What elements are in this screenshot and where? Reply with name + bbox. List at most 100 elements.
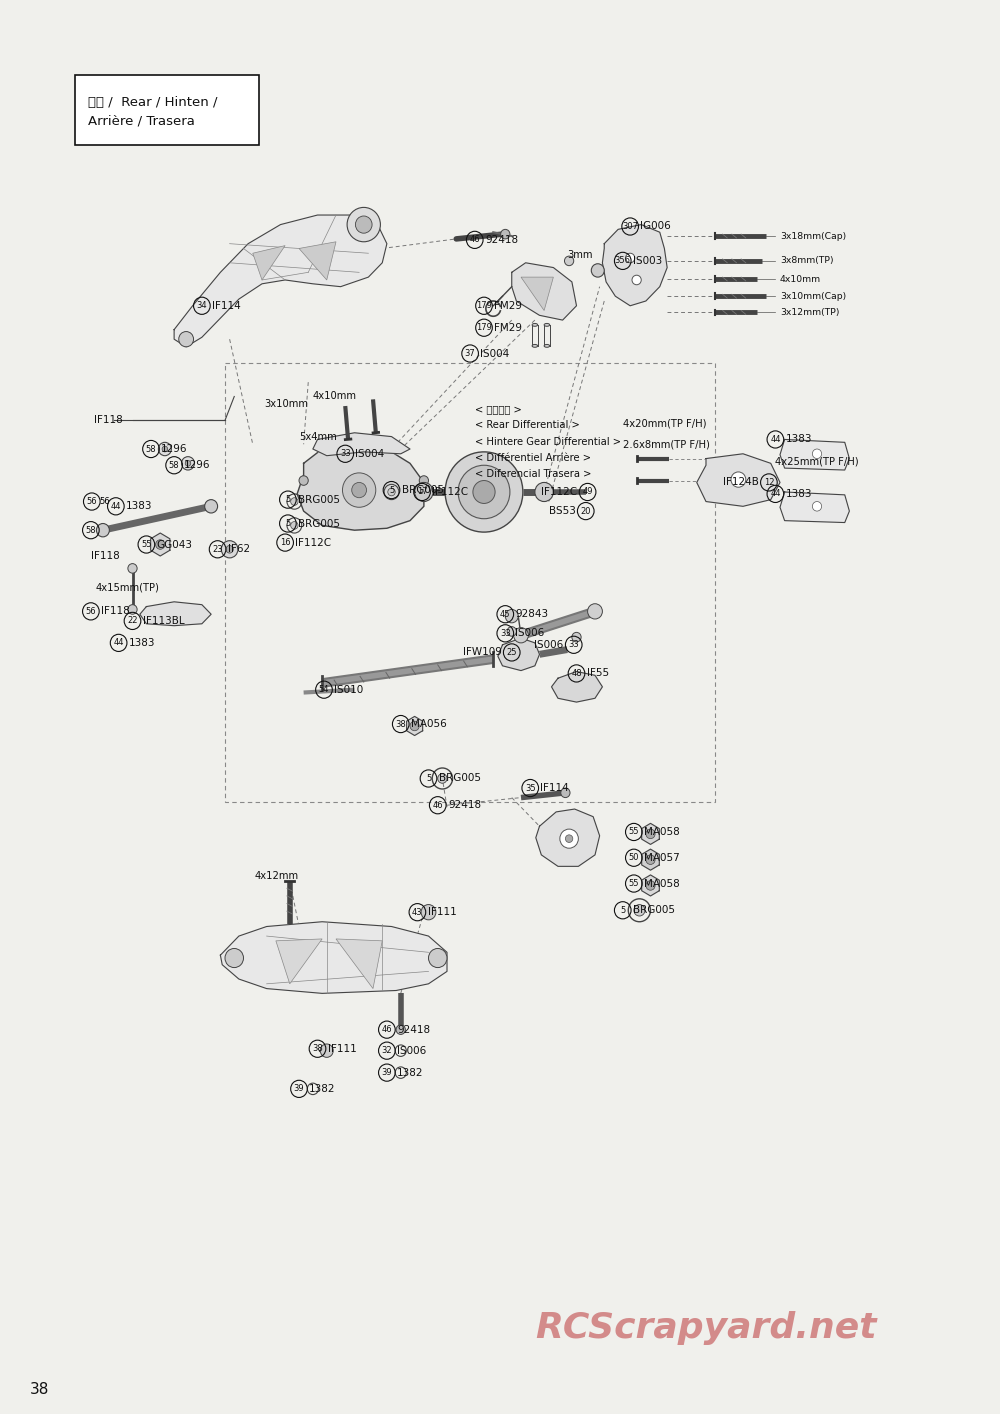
Text: 54: 54: [319, 686, 329, 694]
Text: 1383: 1383: [786, 434, 812, 444]
Text: < リヤデフ >: < リヤデフ >: [475, 404, 522, 414]
Text: 33: 33: [340, 450, 351, 458]
Text: BS53: BS53: [549, 506, 576, 516]
Text: 3x12mm(TP): 3x12mm(TP): [780, 308, 839, 317]
Circle shape: [646, 855, 655, 864]
Circle shape: [128, 605, 137, 614]
Polygon shape: [602, 225, 667, 305]
Circle shape: [812, 502, 822, 510]
Polygon shape: [498, 638, 540, 670]
Circle shape: [565, 834, 573, 843]
Text: 1383: 1383: [126, 502, 153, 512]
Text: 307: 307: [622, 222, 638, 230]
Text: 3x10mm: 3x10mm: [264, 399, 308, 409]
Text: < Diferencial Trasera >: < Diferencial Trasera >: [475, 469, 591, 479]
Circle shape: [560, 829, 578, 848]
Text: IF118: IF118: [94, 416, 122, 426]
Text: 5: 5: [285, 495, 291, 505]
Text: 46: 46: [382, 1025, 392, 1034]
Circle shape: [438, 773, 447, 783]
Circle shape: [458, 465, 510, 519]
Circle shape: [505, 609, 518, 622]
Circle shape: [421, 905, 436, 921]
Circle shape: [162, 447, 168, 452]
Text: 4x10mm: 4x10mm: [780, 274, 821, 284]
Circle shape: [419, 475, 429, 485]
Circle shape: [320, 1044, 333, 1058]
Circle shape: [226, 546, 233, 553]
Text: 44: 44: [770, 489, 781, 498]
Text: GG043: GG043: [157, 540, 193, 550]
Circle shape: [291, 498, 298, 505]
Circle shape: [572, 632, 581, 642]
Text: 55: 55: [141, 540, 152, 549]
Text: 1296: 1296: [161, 444, 188, 454]
Text: 45: 45: [500, 609, 511, 619]
Text: IF114: IF114: [540, 783, 569, 793]
Text: Arrière / Trasera: Arrière / Trasera: [88, 115, 195, 127]
Text: 5: 5: [389, 485, 394, 495]
Text: 5: 5: [426, 773, 431, 783]
Text: 356: 356: [615, 256, 631, 266]
Text: IS006: IS006: [397, 1046, 426, 1056]
Text: 23: 23: [212, 544, 223, 554]
Text: IF111: IF111: [328, 1044, 356, 1053]
Text: 33: 33: [568, 641, 579, 649]
Text: 56: 56: [86, 607, 96, 617]
Text: 38: 38: [395, 720, 406, 728]
Text: FM29: FM29: [494, 322, 522, 332]
Text: 38: 38: [30, 1381, 49, 1397]
Polygon shape: [253, 246, 285, 280]
Ellipse shape: [532, 324, 538, 327]
Circle shape: [564, 256, 574, 266]
Text: < Différentiel Arrière >: < Différentiel Arrière >: [475, 452, 591, 462]
Circle shape: [507, 626, 516, 636]
Circle shape: [396, 1025, 405, 1035]
Text: 92418: 92418: [397, 1025, 430, 1035]
Text: IF112C: IF112C: [432, 486, 468, 496]
Circle shape: [812, 450, 822, 458]
Text: < Rear Differential >: < Rear Differential >: [475, 420, 580, 430]
Circle shape: [225, 949, 244, 967]
Text: IFW109: IFW109: [463, 648, 502, 658]
Circle shape: [388, 488, 395, 496]
Circle shape: [415, 482, 433, 502]
Text: 4x12mm: 4x12mm: [255, 871, 299, 881]
Text: 55: 55: [629, 880, 639, 888]
Circle shape: [514, 628, 528, 643]
Polygon shape: [407, 717, 423, 735]
Text: < Hintere Gear Differential >: < Hintere Gear Differential >: [475, 437, 621, 447]
Circle shape: [128, 564, 137, 573]
Circle shape: [473, 481, 495, 503]
Circle shape: [347, 208, 380, 242]
Text: 46: 46: [432, 800, 443, 810]
Text: MA057: MA057: [644, 853, 680, 863]
Text: 1383: 1383: [786, 489, 812, 499]
Text: RCScrapyard.net: RCScrapyard.net: [535, 1311, 877, 1345]
Circle shape: [221, 540, 238, 559]
Text: IF124B: IF124B: [723, 478, 759, 488]
Text: IS004: IS004: [480, 348, 510, 359]
Text: IF55: IF55: [587, 669, 609, 679]
FancyBboxPatch shape: [75, 75, 259, 146]
Circle shape: [410, 721, 419, 731]
Text: 1382: 1382: [309, 1085, 336, 1094]
Polygon shape: [512, 263, 577, 320]
Text: 20: 20: [581, 506, 591, 516]
Text: IF118: IF118: [101, 607, 130, 617]
Circle shape: [291, 522, 298, 529]
Text: 44: 44: [113, 638, 124, 648]
Text: 1296: 1296: [184, 460, 211, 471]
Text: 12: 12: [764, 478, 774, 486]
Text: 32: 32: [382, 1046, 392, 1055]
Circle shape: [646, 829, 655, 839]
Circle shape: [445, 452, 523, 532]
Polygon shape: [642, 875, 659, 896]
Text: 58: 58: [86, 526, 96, 534]
Text: MA058: MA058: [644, 878, 680, 888]
Bar: [225, 363, 715, 802]
Text: 46: 46: [469, 235, 480, 245]
Text: BRG005: BRG005: [633, 905, 675, 915]
Text: IF112C: IF112C: [295, 537, 331, 547]
Polygon shape: [697, 454, 780, 506]
